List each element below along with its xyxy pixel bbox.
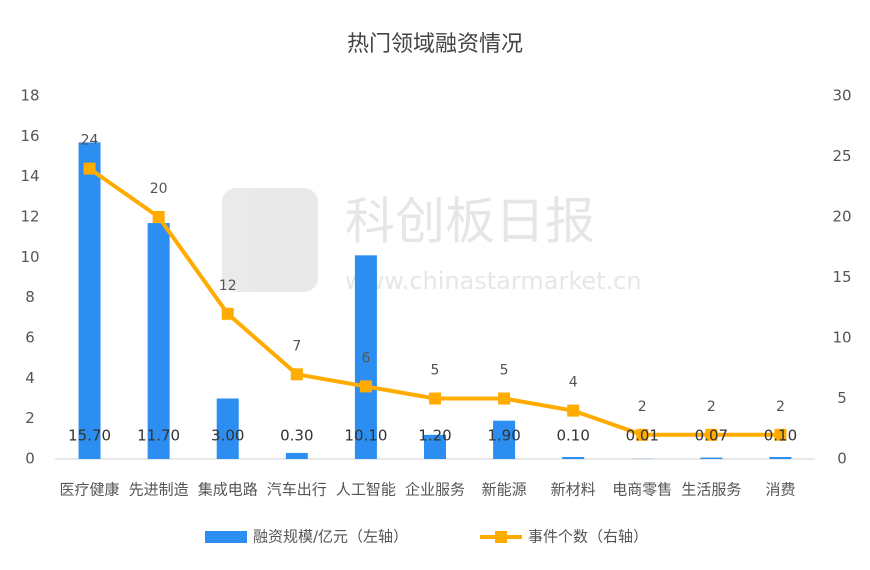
line-marker: [429, 392, 441, 405]
line-value-label: 20: [150, 181, 168, 197]
line-marker: [83, 162, 96, 175]
bar-value-label: 1.90: [487, 427, 520, 445]
x-tick-label: 人工智能: [336, 481, 396, 499]
line-marker: [290, 368, 303, 381]
bar-value-label: 0.10: [556, 427, 589, 445]
bar: [216, 398, 239, 459]
line-value-label: 2: [638, 399, 647, 415]
bar: [562, 456, 585, 459]
y2-tick-label: 0: [837, 450, 847, 468]
x-tick-label: 电商零售: [612, 481, 672, 499]
y-tick-label: 4: [25, 369, 35, 387]
watermark: 科创板日报 www.chinastarmarket.cn: [222, 188, 642, 295]
line-value-label: 24: [81, 133, 99, 149]
line-marker: [359, 380, 372, 393]
bar: [147, 223, 170, 459]
y-tick-label: 6: [25, 329, 35, 347]
line-marker: [567, 404, 580, 417]
legend-label: 融资规模/亿元（左轴）: [253, 528, 408, 546]
y-tick-label: 8: [25, 288, 35, 306]
bar: [769, 456, 792, 459]
y-tick-label: 16: [20, 127, 39, 145]
bar-value-label: 10.10: [344, 427, 387, 445]
bar-value-label: 1.20: [418, 427, 451, 445]
x-tick-label: 生活服务: [681, 481, 741, 499]
y2-tick-label: 10: [832, 329, 851, 347]
line-marker: [774, 428, 787, 441]
legend-label: 事件个数（右轴）: [528, 528, 648, 546]
bar: [354, 255, 377, 459]
line-marker: [152, 211, 165, 223]
x-tick-label: 企业服务: [405, 481, 465, 499]
line-value-label: 7: [292, 338, 301, 354]
bar-value-label: 0.01: [626, 427, 659, 445]
x-tick-label: 先进制造: [129, 481, 189, 499]
x-tick-label: 消费: [765, 481, 795, 499]
chart-title: 热门领域融资情况: [347, 32, 523, 57]
bar: [424, 434, 446, 459]
line-value-label: 5: [500, 363, 509, 379]
y-tick-label: 18: [20, 87, 39, 105]
x-tick-label: 汽车出行: [267, 481, 327, 499]
bar-value-label: 11.70: [137, 427, 180, 445]
x-tick-label: 新材料: [551, 481, 596, 499]
y2-tick-label: 20: [832, 208, 851, 226]
y-tick-label: 2: [25, 409, 35, 427]
bar-value-label: 3.00: [211, 427, 244, 445]
y2-tick-label: 15: [832, 268, 851, 286]
line-marker: [498, 392, 511, 405]
bar: [285, 452, 308, 459]
bar: [78, 142, 101, 459]
line-value-label: 2: [776, 399, 785, 415]
x-tick-label: 新能源: [482, 481, 527, 499]
x-tick-label: 集成电路: [198, 481, 258, 499]
y-tick-label: 12: [20, 208, 39, 226]
line-value-label: 12: [219, 278, 237, 294]
bar: [493, 420, 516, 459]
y2-tick-label: 30: [832, 87, 851, 105]
line-marker: [705, 428, 718, 441]
legend-swatch: [205, 531, 247, 543]
legend-swatch-marker: [495, 531, 507, 543]
y-tick-label: 0: [25, 450, 35, 468]
bar-value-label: 0.30: [280, 427, 313, 445]
line-marker: [636, 428, 649, 441]
line-value-label: 6: [361, 350, 370, 366]
watermark-logo: [222, 188, 318, 292]
line-value-label: 5: [431, 363, 440, 379]
y2-tick-label: 5: [837, 389, 847, 407]
x-tick-label: 医疗健康: [60, 481, 120, 499]
bar: [700, 457, 723, 459]
watermark-title: 科创板日报: [345, 193, 595, 251]
line-marker: [221, 307, 234, 320]
y2-tick-label: 25: [832, 147, 851, 165]
bar-value-label: 15.70: [68, 427, 111, 445]
line-value-label: 4: [569, 375, 578, 391]
bar-value-label: 0.10: [764, 427, 797, 445]
y-tick-label: 14: [20, 167, 39, 185]
y-tick-label: 10: [20, 248, 39, 266]
line-value-label: 2: [707, 399, 716, 415]
watermark-url: www.chinastarmarket.cn: [345, 267, 642, 295]
bar-value-label: 0.07: [695, 427, 728, 445]
